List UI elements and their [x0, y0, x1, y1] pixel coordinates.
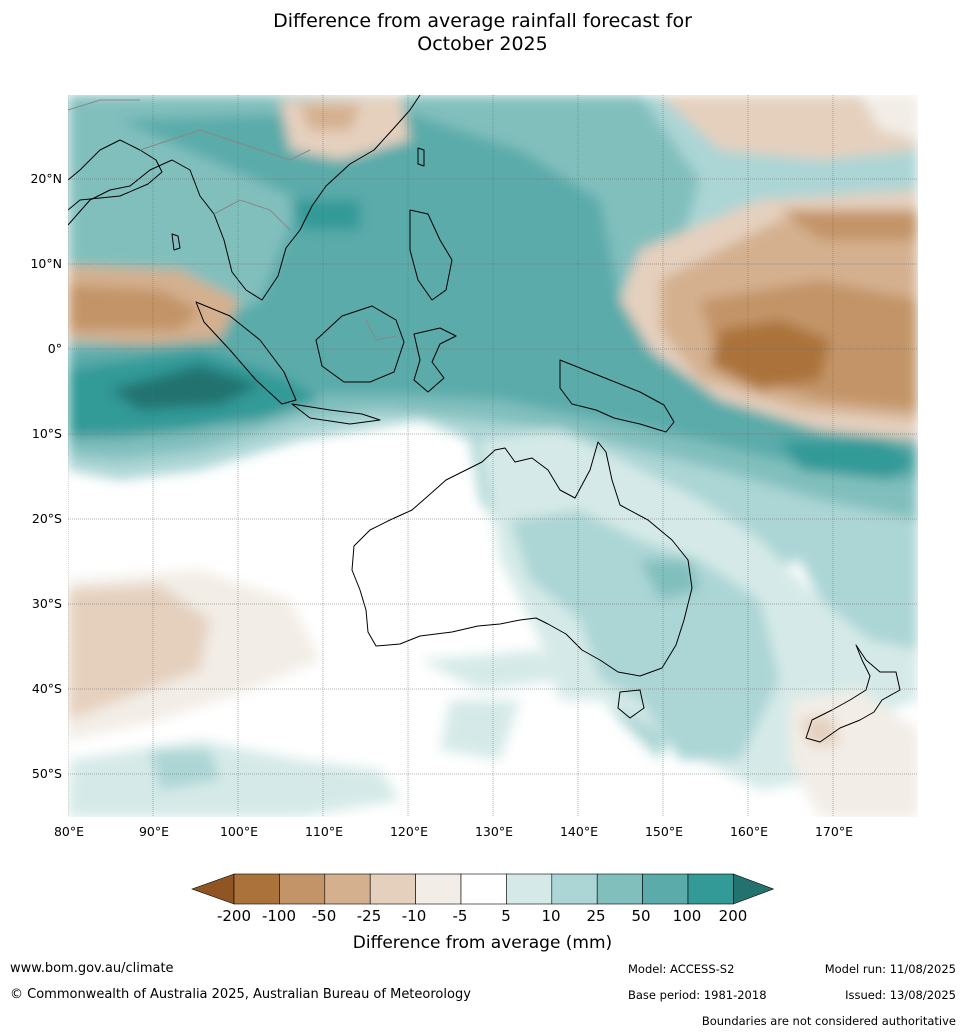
legend-tick: 100: [672, 907, 702, 925]
title-line-1: Difference from average rainfall forecas…: [273, 10, 692, 32]
legend-swatch: [415, 873, 462, 905]
legend-swatch: [279, 873, 326, 905]
legend-swatch: [551, 873, 598, 905]
model-text: Model: ACCESS-S2: [628, 962, 735, 976]
lon-label-100e: 100°E: [219, 824, 258, 839]
australia-outline: [351, 441, 693, 677]
legend-tick: -25: [356, 907, 382, 925]
rainfall-map: [68, 95, 918, 817]
legend-swatch: [733, 873, 775, 905]
legend-swatch: [324, 873, 371, 905]
sulawesi-outline: [413, 327, 457, 393]
legend-tick: -50: [311, 907, 337, 925]
legend-tick: -5: [452, 907, 468, 925]
legend-tick: 25: [586, 907, 606, 925]
taiwan-outline: [417, 147, 425, 167]
boundaries-note: Boundaries are not considered authoritat…: [701, 1014, 956, 1028]
legend-swatch: [460, 873, 507, 905]
lon-label-150e: 150°E: [644, 824, 683, 839]
legend-swatch: [233, 873, 280, 905]
lat-label-40s: 40°S: [31, 681, 62, 696]
new-guinea-outline: [559, 359, 675, 433]
legend-tick: -10: [401, 907, 427, 925]
country-boundaries: [68, 99, 397, 341]
legend-swatch: [191, 873, 235, 905]
base-period-text: Base period: 1981-2018: [628, 988, 767, 1002]
coastlines: [68, 95, 901, 743]
lat-label-10n: 10°N: [30, 256, 62, 271]
tasmania-outline: [617, 689, 645, 719]
legend-colorbar: [191, 873, 775, 905]
rainfall-shading: [68, 95, 918, 817]
legend-tick: 10: [541, 907, 561, 925]
lon-label-130e: 130°E: [474, 824, 513, 839]
lon-label-120e: 120°E: [389, 824, 428, 839]
india-outline: [68, 139, 163, 211]
copyright-text: © Commonwealth of Australia 2025, Austra…: [10, 987, 471, 1002]
lon-label-160e: 160°E: [729, 824, 768, 839]
new-zealand-outline: [805, 644, 901, 743]
lat-label-20s: 20°S: [31, 511, 62, 526]
sri-lanka-outline: [171, 233, 181, 251]
legend-tick: 5: [501, 907, 511, 925]
map-title: Difference from average rainfall forecas…: [0, 10, 965, 56]
legend-tick: 50: [631, 907, 651, 925]
legend-swatch: [506, 873, 553, 905]
map-area: [68, 95, 918, 817]
lat-label-20n: 20°N: [30, 171, 62, 186]
java-outline: [291, 403, 381, 425]
issued-text: Issued: 13/08/2025: [845, 988, 956, 1002]
website-link[interactable]: www.bom.gov.au/climate: [10, 961, 174, 976]
legend-swatch: [369, 873, 416, 905]
borneo-outline: [315, 305, 405, 383]
lon-label-170e: 170°E: [814, 824, 853, 839]
legend-swatch: [642, 873, 689, 905]
graticule: [68, 95, 918, 817]
legend-swatch: [596, 873, 643, 905]
legend-tick: -200: [216, 907, 252, 925]
philippines-outline: [409, 209, 453, 301]
lat-label-30s: 30°S: [31, 596, 62, 611]
legend-title: Difference from average (mm): [352, 933, 613, 953]
lat-label-50s: 50°S: [31, 766, 62, 781]
lon-label-140e: 140°E: [559, 824, 598, 839]
legend-swatch: [687, 873, 734, 905]
asia-mainland-outline: [68, 95, 421, 301]
title-line-2: October 2025: [417, 33, 548, 55]
lon-label-90e: 90°E: [138, 824, 170, 839]
legend-tick: 200: [718, 907, 748, 925]
lat-label-10s: 10°S: [31, 426, 62, 441]
model-run-text: Model run: 11/08/2025: [824, 962, 956, 976]
sumatra-outline: [195, 301, 297, 405]
legend-tick: -100: [261, 907, 297, 925]
lat-label-0: 0°: [47, 341, 62, 356]
lon-label-110e: 110°E: [304, 824, 343, 839]
lon-label-80e: 80°E: [53, 824, 85, 839]
